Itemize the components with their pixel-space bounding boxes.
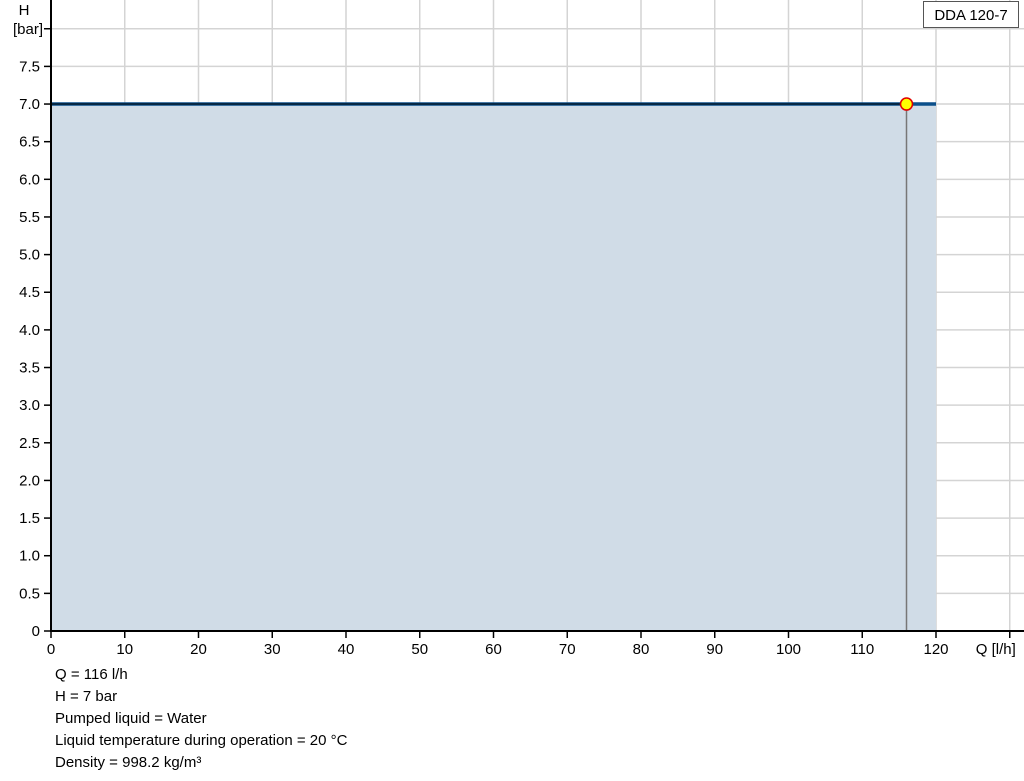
x-tick-label: 60 (485, 641, 502, 658)
y-tick-label: 2.0 (19, 472, 40, 489)
y-tick-label: 4.5 (19, 284, 40, 301)
y-tick-label: 5.5 (19, 209, 40, 226)
info-density: Density = 998.2 kg/m³ (55, 754, 202, 771)
y-tick-label: 4.0 (19, 322, 40, 339)
duty-point-marker (899, 97, 914, 111)
info-temperature: Liquid temperature during operation = 20… (55, 732, 348, 749)
info-flow: Q = 116 l/h (55, 666, 128, 683)
y-tick-label: 7.0 (19, 96, 40, 113)
x-tick-label: 80 (633, 641, 650, 658)
y-tick-label: 0.5 (19, 585, 40, 602)
pump-curve-chart: 0 10 20 30 40 50 60 70 80 90 100 110 120 Q [l/h] 0 0.5 1… (13, 0, 1024, 658)
y-axis-label: H (19, 2, 30, 19)
y-tick-label: 6.5 (19, 134, 40, 151)
y-tick-label: 5.0 (19, 247, 40, 264)
x-tick-label: 50 (411, 641, 428, 658)
y-tick-label: 7.5 (19, 58, 40, 75)
x-tick-label: 30 (264, 641, 281, 658)
y-axis-label-unit: [bar] (13, 21, 43, 38)
y-tick-label: 1.0 (19, 548, 40, 565)
y-tick-label: 2.5 (19, 435, 40, 452)
y-tick-label: 3.0 (19, 397, 40, 414)
x-tick-label: 20 (190, 641, 207, 658)
curve-area-fill (51, 104, 936, 632)
x-tick-label: 110 (850, 641, 874, 658)
info-liquid: Pumped liquid = Water (55, 710, 207, 727)
x-tick-label: 0 (47, 641, 55, 658)
x-tick-label: 70 (559, 641, 576, 658)
x-tick-label: 10 (116, 641, 133, 658)
legend-series-label: DDA 120-7 (923, 1, 1019, 28)
y-tick-label: 6.0 (19, 171, 40, 188)
y-tick-label: 1.5 (19, 510, 40, 527)
x-tick-label: 90 (706, 641, 723, 658)
x-tick-label: 100 (776, 641, 801, 658)
y-tick-label: 3.5 (19, 360, 40, 377)
info-head: H = 7 bar (55, 688, 118, 705)
x-tick-label: 40 (338, 641, 355, 658)
y-tick-label: 0 (32, 623, 40, 640)
x-axis-label: Q [l/h] (976, 641, 1016, 658)
x-tick-label: 120 (923, 641, 948, 658)
